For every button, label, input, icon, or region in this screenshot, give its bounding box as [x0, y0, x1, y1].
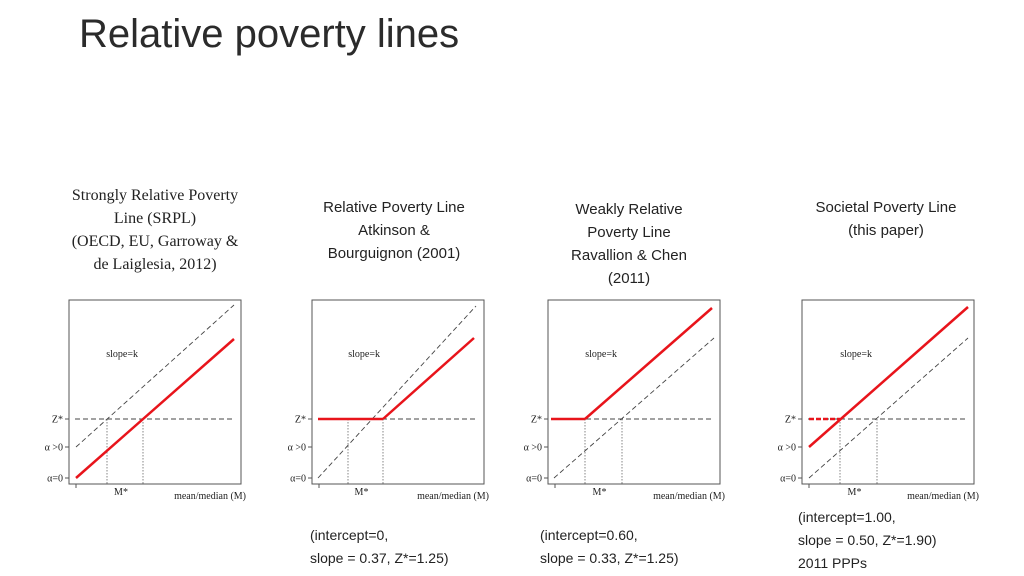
caption-line: Line (SRPL) [113, 210, 197, 227]
caption-line: Atkinson & [358, 222, 430, 239]
note-spl: (intercept=1.00, slope = 0.50, Z*=1.90) … [798, 506, 937, 575]
note-line: slope = 0.33, Z*=1.25) [540, 550, 679, 566]
panel-frame [801, 299, 975, 485]
y-tick-label: Z* [531, 415, 542, 426]
note-line: slope = 0.50, Z*=1.90) [798, 532, 937, 548]
panel-frame [68, 299, 242, 485]
y-tick-label: α >0 [778, 443, 796, 454]
slope-k-line [553, 337, 715, 479]
poverty-line [584, 307, 713, 420]
m-star-label: M* [848, 487, 862, 498]
note-line: (intercept=1.00, [798, 509, 896, 525]
poverty-line [382, 337, 475, 420]
caption-line: (2011) [607, 270, 651, 287]
caption-line: Relative Poverty Line [323, 199, 465, 216]
slope-label: slope=k [348, 349, 380, 360]
panel-frame [547, 299, 721, 485]
y-tick-label: α=0 [47, 474, 63, 485]
y-tick-label: Z* [52, 415, 63, 426]
poverty-line [75, 338, 235, 479]
y-tick-label: Z* [295, 415, 306, 426]
poverty-line [808, 306, 969, 448]
y-tick-label: α >0 [45, 443, 63, 454]
note-line: (intercept=0, [310, 527, 389, 543]
note-line: 2011 PPPs [798, 555, 868, 571]
y-tick-label: α >0 [288, 443, 306, 454]
m-star-label: M* [593, 487, 607, 498]
caption-srpl: Strongly Relative Poverty Line (SRPL) (O… [40, 184, 270, 276]
x-axis-label: mean/median (M) [417, 491, 489, 502]
panel-frame [311, 299, 485, 485]
caption-line: Ravallion & Chen [571, 247, 687, 264]
note-rpl: (intercept=0, slope = 0.37, Z*=1.25) [310, 524, 449, 570]
caption-wrpl: Weakly Relative Poverty Line Ravallion &… [529, 198, 729, 290]
caption-rpl: Relative Poverty Line Atkinson & Bourgui… [294, 196, 494, 265]
y-tick-label: α=0 [526, 474, 542, 485]
note-wrpl: (intercept=0.60, slope = 0.33, Z*=1.25) [540, 524, 679, 570]
note-line: (intercept=0.60, [540, 527, 638, 543]
slope-label: slope=k [840, 349, 872, 360]
caption-line: Bourguignon (2001) [327, 245, 461, 262]
caption-line: Strongly Relative Poverty [71, 187, 239, 204]
caption-line: de Laiglesia, 2012) [93, 256, 217, 273]
slope-label: slope=k [585, 349, 617, 360]
caption-spl: Societal Poverty Line (this paper) [786, 196, 986, 242]
caption-line: Societal Poverty Line [815, 199, 957, 216]
m-star-label: M* [355, 487, 369, 498]
x-axis-label: mean/median (M) [653, 491, 725, 502]
slope-k-line [75, 304, 235, 448]
slope-label: slope=k [106, 349, 138, 360]
x-axis-label: mean/median (M) [907, 491, 979, 502]
y-tick-label: Z* [785, 415, 796, 426]
y-tick-label: α=0 [290, 474, 306, 485]
caption-line: Weakly Relative [575, 201, 683, 218]
note-line: slope = 0.37, Z*=1.25) [310, 550, 449, 566]
page-title: Relative poverty lines [79, 12, 460, 56]
x-axis-label: mean/median (M) [174, 491, 246, 502]
caption-line: (OECD, EU, Garroway & [71, 233, 239, 250]
slope-k-line [808, 337, 969, 479]
slope-k-line [317, 305, 477, 479]
caption-line: Poverty Line [587, 224, 671, 241]
y-tick-label: α=0 [780, 474, 796, 485]
caption-line: (this paper) [848, 222, 924, 239]
y-tick-label: α >0 [524, 443, 542, 454]
m-star-label: M* [114, 487, 128, 498]
